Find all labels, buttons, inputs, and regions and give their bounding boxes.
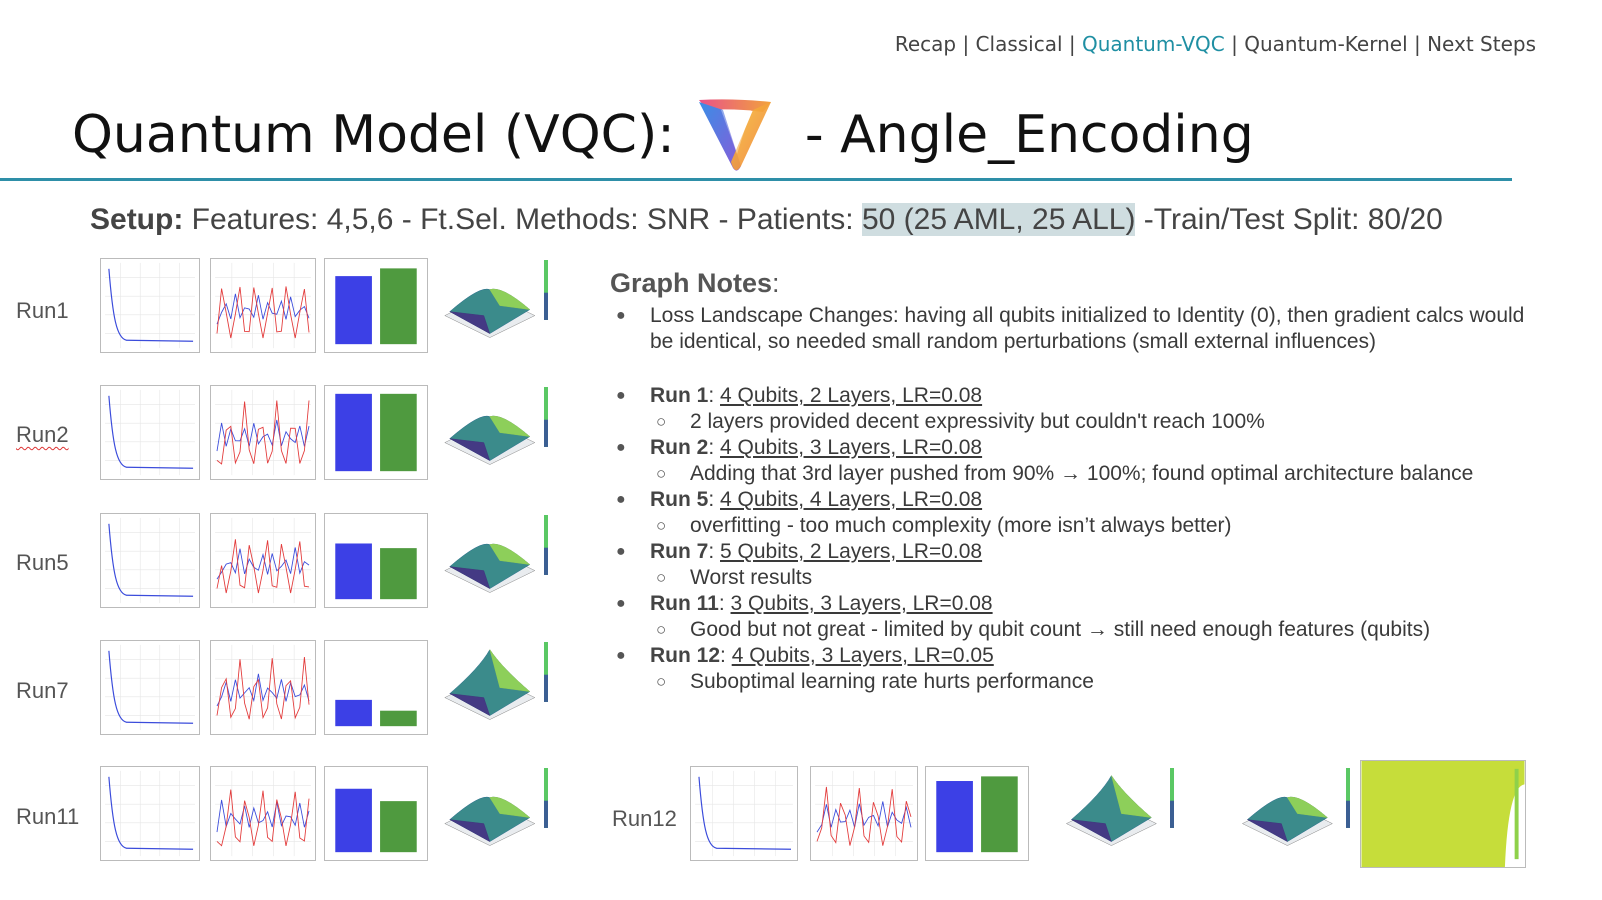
run-label: Run5 bbox=[16, 550, 69, 575]
run-label: Run7 bbox=[16, 678, 69, 703]
loss-landscape-3d-plot bbox=[434, 375, 558, 484]
graph-notes: Graph Notes: Loss Landscape Changes: hav… bbox=[610, 268, 1540, 695]
loss-landscape-3d-plot bbox=[434, 503, 558, 612]
run-label: Run11 bbox=[16, 804, 80, 829]
run-note-item: Run 7: 5 Qubits, 2 Layers, LR=0.08 bbox=[610, 539, 1540, 565]
training-accuracy-plot bbox=[210, 766, 316, 861]
run-note-detail: Suboptimal learning rate hurts performan… bbox=[610, 669, 1540, 695]
title-divider bbox=[0, 178, 1512, 181]
training-accuracy-plot bbox=[210, 258, 316, 353]
run-note-config: 4 Qubits, 4 Layers, LR=0.08 bbox=[720, 488, 983, 511]
model-performance-plot bbox=[925, 766, 1029, 861]
title-prefix: Quantum Model (VQC): bbox=[72, 105, 675, 165]
run-note-config: 3 Qubits, 3 Layers, LR=0.08 bbox=[730, 592, 993, 615]
training-accuracy-plot bbox=[810, 766, 918, 861]
training-accuracy-plot bbox=[210, 640, 316, 735]
run-note-name: Run 7 bbox=[650, 540, 709, 563]
notes-heading: Graph Notes: bbox=[610, 268, 780, 298]
nav-item-classical[interactable]: Classical bbox=[975, 32, 1063, 56]
list-item: Loss Landscape Changes: having all qubit… bbox=[610, 303, 1540, 355]
run-note-config: 5 Qubits, 2 Layers, LR=0.08 bbox=[720, 540, 983, 563]
model-performance-plot bbox=[324, 640, 428, 735]
model-performance-plot bbox=[324, 513, 428, 608]
run-note-item: Run 2: 4 Qubits, 3 Layers, LR=0.08 bbox=[610, 435, 1540, 461]
setup-text-after: -Train/Test Split: 80/20 bbox=[1135, 203, 1443, 236]
setup-text-before: Features: 4,5,6 - Ft.Sel. Methods: SNR -… bbox=[183, 203, 862, 236]
run-note-detail: Adding that 3rd layer pushed from 90% → … bbox=[610, 461, 1540, 487]
run-note-name: Run 2 bbox=[650, 436, 709, 459]
run-note-detail: Good but not great - limited by qubit co… bbox=[610, 617, 1540, 643]
run-note-config: 4 Qubits, 3 Layers, LR=0.08 bbox=[720, 436, 983, 459]
section-nav: Recap | Classical | Quantum-VQC | Quantu… bbox=[894, 32, 1536, 56]
run-note-item: Run 1: 4 Qubits, 2 Layers, LR=0.08 bbox=[610, 383, 1540, 409]
run-note-item: Run 5: 4 Qubits, 4 Layers, LR=0.08 bbox=[610, 487, 1540, 513]
model-performance-plot bbox=[324, 258, 428, 353]
run-note-item: Run 12: 4 Qubits, 3 Layers, LR=0.05 bbox=[610, 643, 1540, 669]
run-note-config: 4 Qubits, 2 Layers, LR=0.08 bbox=[720, 384, 983, 407]
run-note-name: Run 11 bbox=[650, 592, 719, 615]
page-title: Quantum Model (VQC): - Angle_Encoding bbox=[72, 96, 1254, 174]
title-suffix: - Angle_Encoding bbox=[804, 105, 1254, 165]
training-loss-plot bbox=[100, 640, 200, 735]
run-note-detail: 2 layers provided decent expressivity bu… bbox=[610, 409, 1540, 435]
model-performance-plot bbox=[324, 385, 428, 480]
loss-landscape-3d-plot bbox=[434, 756, 558, 865]
setup-line: Setup: Features: 4,5,6 - Ft.Sel. Methods… bbox=[90, 203, 1443, 237]
training-loss-plot bbox=[100, 766, 200, 861]
loss-landscape-3d-plot bbox=[1052, 756, 1184, 865]
nav-item-next-steps[interactable]: Next Steps bbox=[1427, 32, 1536, 56]
setup-patients-highlight: 50 (25 AML, 25 ALL) bbox=[861, 203, 1136, 236]
loss-contour-plot bbox=[1360, 760, 1526, 868]
run-notes-list: Run 1: 4 Qubits, 2 Layers, LR=0.082 laye… bbox=[610, 383, 1540, 695]
run-note-detail: Worst results bbox=[610, 565, 1540, 591]
gradient-v-logo-icon bbox=[698, 99, 771, 171]
setup-label: Setup: bbox=[90, 203, 184, 236]
run-note-config: 4 Qubits, 3 Layers, LR=0.05 bbox=[731, 644, 994, 667]
run-note-detail: overfitting - too much complexity (more … bbox=[610, 513, 1540, 539]
training-loss-plot bbox=[100, 258, 200, 353]
loss-landscape-3d-plot bbox=[434, 248, 558, 357]
loss-landscape-3d-plot bbox=[434, 630, 558, 739]
run-note-item: Run 11: 3 Qubits, 3 Layers, LR=0.08 bbox=[610, 591, 1540, 617]
run-label: Run1 bbox=[16, 298, 69, 323]
nav-item-recap[interactable]: Recap bbox=[894, 32, 957, 56]
training-loss-plot bbox=[100, 513, 200, 608]
nav-item-quantum-kernel[interactable]: Quantum-Kernel bbox=[1244, 32, 1408, 56]
nav-item-quantum-vqc[interactable]: Quantum-VQC bbox=[1081, 32, 1225, 56]
notes-list: Loss Landscape Changes: having all qubit… bbox=[610, 303, 1540, 355]
model-performance-plot bbox=[324, 766, 428, 861]
run-label: Run2 bbox=[16, 422, 69, 447]
run-note-name: Run 1 bbox=[650, 384, 709, 407]
training-accuracy-plot bbox=[210, 513, 316, 608]
run-note-name: Run 5 bbox=[650, 488, 709, 511]
loss-landscape-3d-plot bbox=[1228, 756, 1360, 865]
training-accuracy-plot bbox=[210, 385, 316, 480]
run-note-name: Run 12 bbox=[650, 644, 721, 667]
run-label: Run12 bbox=[612, 806, 677, 831]
training-loss-plot bbox=[690, 766, 798, 861]
training-loss-plot bbox=[100, 385, 200, 480]
